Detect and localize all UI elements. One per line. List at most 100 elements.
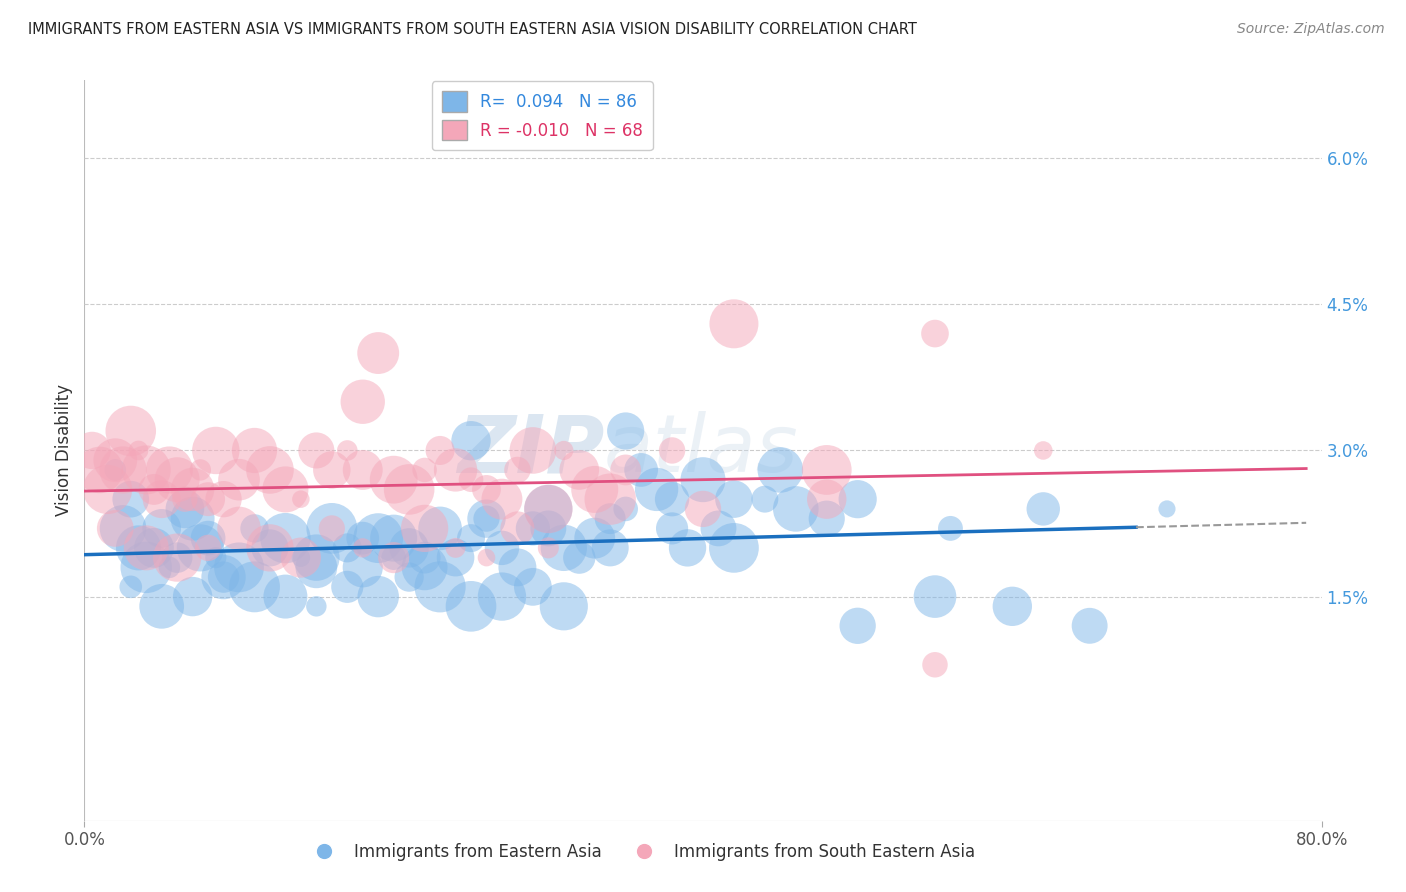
Point: [120, 492, 142, 507]
Point: [336, 443, 359, 458]
Point: [769, 463, 792, 477]
Point: [413, 560, 436, 574]
Point: [754, 492, 776, 507]
Point: [197, 541, 219, 555]
Point: [181, 590, 204, 604]
Point: [924, 590, 946, 604]
Point: [630, 463, 652, 477]
Point: [290, 550, 312, 565]
Y-axis label: Vision Disability: Vision Disability: [55, 384, 73, 516]
Point: [259, 463, 281, 477]
Point: [924, 326, 946, 341]
Point: [205, 443, 228, 458]
Point: [382, 531, 405, 545]
Point: [112, 521, 135, 535]
Point: [197, 531, 219, 545]
Point: [274, 483, 297, 497]
Point: [398, 541, 420, 555]
Point: [104, 453, 127, 467]
Point: [815, 492, 838, 507]
Point: [413, 550, 436, 565]
Point: [382, 473, 405, 487]
Point: [89, 463, 111, 477]
Point: [723, 492, 745, 507]
Point: [212, 570, 235, 584]
Point: [367, 346, 389, 360]
Text: ZIP: ZIP: [457, 411, 605, 490]
Point: [460, 531, 482, 545]
Point: [305, 599, 328, 614]
Point: [352, 394, 374, 409]
Point: [522, 443, 544, 458]
Point: [321, 521, 343, 535]
Point: [120, 580, 142, 594]
Point: [352, 560, 374, 574]
Point: [444, 550, 467, 565]
Point: [274, 590, 297, 604]
Point: [568, 550, 591, 565]
Point: [692, 502, 714, 516]
Point: [382, 550, 405, 565]
Point: [707, 521, 730, 535]
Point: [166, 550, 188, 565]
Point: [924, 657, 946, 672]
Point: [305, 443, 328, 458]
Point: [661, 492, 683, 507]
Point: [159, 560, 180, 574]
Point: [413, 463, 436, 477]
Point: [197, 492, 219, 507]
Point: [96, 483, 118, 497]
Point: [290, 550, 312, 565]
Point: [785, 502, 807, 516]
Point: [475, 511, 498, 525]
Point: [150, 521, 173, 535]
Point: [150, 599, 173, 614]
Point: [228, 473, 250, 487]
Point: [475, 511, 498, 525]
Point: [537, 502, 560, 516]
Point: [352, 531, 374, 545]
Point: [243, 521, 266, 535]
Point: [274, 531, 297, 545]
Point: [599, 511, 621, 525]
Point: [723, 317, 745, 331]
Point: [1032, 502, 1054, 516]
Point: [568, 463, 591, 477]
Point: [537, 541, 560, 555]
Point: [104, 521, 127, 535]
Text: atlas: atlas: [605, 411, 799, 490]
Point: [429, 521, 451, 535]
Point: [583, 483, 606, 497]
Point: [212, 570, 235, 584]
Point: [599, 492, 621, 507]
Point: [143, 541, 166, 555]
Point: [614, 463, 637, 477]
Point: [127, 541, 149, 555]
Point: [398, 570, 420, 584]
Point: [181, 483, 204, 497]
Point: [1156, 502, 1178, 516]
Point: [614, 502, 637, 516]
Point: [460, 473, 482, 487]
Point: [174, 502, 197, 516]
Point: [82, 443, 104, 458]
Point: [127, 443, 149, 458]
Point: [367, 590, 389, 604]
Point: [491, 541, 513, 555]
Point: [553, 443, 575, 458]
Point: [506, 463, 529, 477]
Point: [212, 492, 235, 507]
Point: [367, 531, 389, 545]
Point: [290, 492, 312, 507]
Point: [429, 580, 451, 594]
Point: [475, 550, 498, 565]
Point: [553, 541, 575, 555]
Point: [188, 463, 211, 477]
Point: [661, 521, 683, 535]
Point: [120, 424, 142, 438]
Point: [259, 541, 281, 555]
Point: [135, 541, 157, 555]
Point: [413, 521, 436, 535]
Point: [305, 550, 328, 565]
Legend: Immigrants from Eastern Asia, Immigrants from South Eastern Asia: Immigrants from Eastern Asia, Immigrants…: [301, 837, 981, 868]
